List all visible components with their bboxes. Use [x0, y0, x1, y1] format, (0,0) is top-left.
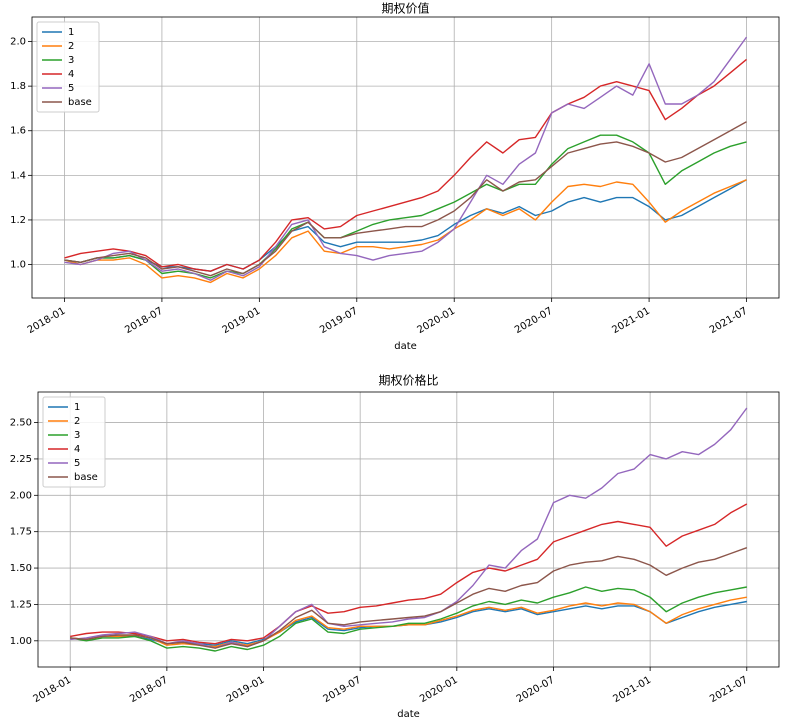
- legend-box: [42, 396, 106, 488]
- plot-frame: [37, 391, 780, 668]
- legend-label: 2: [68, 41, 74, 52]
- legend-label: 5: [74, 458, 80, 469]
- series-line: [64, 134, 747, 279]
- legend-label: 1: [68, 27, 74, 38]
- series-line: [70, 407, 748, 649]
- x-tick-label: 2020-01: [416, 306, 458, 336]
- y-tick-label: 1.2: [10, 215, 26, 226]
- series-line: [64, 36, 748, 281]
- y-tick-label: 2.25: [10, 454, 32, 465]
- x-tick-label: 2018-07: [123, 306, 165, 336]
- y-tick-label: 1.00: [10, 636, 32, 647]
- legend-label: 5: [68, 83, 74, 94]
- legend-label: 2: [74, 416, 80, 427]
- x-tick-label: 2019-07: [318, 306, 360, 336]
- x-tick-label: 2019-07: [321, 675, 363, 705]
- x-tick-label: 2020-07: [515, 675, 557, 705]
- series-line: [70, 547, 748, 649]
- x-tick-label: 2018-01: [26, 306, 68, 336]
- y-tick-label: 1.0: [10, 260, 26, 271]
- x-tick-label: 2020-01: [418, 675, 460, 705]
- legend-label: base: [68, 97, 92, 108]
- y-tick-label: 1.4: [10, 170, 26, 181]
- series-line: [64, 121, 747, 277]
- series-line: [70, 596, 747, 648]
- chart: 期权价格比 2018-01 2018-07 2019-01 2019-07 2020-01…: [10, 373, 780, 720]
- x-axis-label: date: [394, 341, 417, 352]
- y-tick-label: 1.8: [10, 81, 26, 92]
- legend-label: 1: [74, 402, 80, 413]
- x-tick-label: 2020-07: [513, 306, 555, 336]
- x-tick-label: 2019-01: [221, 306, 263, 336]
- legend-label: 4: [68, 69, 74, 80]
- plot-frame: [31, 16, 780, 299]
- series-line: [70, 586, 747, 652]
- x-tick-label: 2021-01: [610, 306, 652, 336]
- chart-title: 期权价格比: [378, 373, 438, 388]
- x-tick-label: 2021-07: [708, 306, 750, 336]
- x-tick-label: 2021-01: [611, 675, 653, 705]
- y-tick-label: 2.00: [10, 490, 32, 501]
- y-tick-label: 1.75: [10, 527, 32, 538]
- chart-title: 期权价值: [381, 1, 429, 16]
- legend-label: base: [74, 472, 98, 483]
- legend-label: 3: [68, 55, 74, 66]
- y-tick-label: 1.50: [10, 563, 32, 574]
- y-tick-label: 2.50: [10, 418, 32, 429]
- series-line: [64, 179, 747, 272]
- chart: 期权价值 2018-01 2018-07 2019-01 2019-07 2020-01 2…: [10, 1, 780, 352]
- series-line: [64, 179, 747, 284]
- x-tick-label: 2018-01: [32, 675, 74, 705]
- x-tick-label: 2019-01: [225, 675, 267, 705]
- x-tick-label: 2021-07: [708, 675, 750, 705]
- legend-box: [36, 21, 100, 113]
- series-line: [64, 58, 747, 272]
- series-line: [70, 503, 748, 645]
- legend-label: 4: [74, 444, 80, 455]
- x-tick-label: 2018-07: [128, 675, 170, 705]
- y-tick-label: 1.25: [10, 599, 32, 610]
- x-axis-label: date: [397, 709, 420, 720]
- y-tick-label: 2.0: [10, 37, 26, 48]
- legend-label: 3: [74, 430, 80, 441]
- y-tick-label: 1.6: [10, 126, 26, 137]
